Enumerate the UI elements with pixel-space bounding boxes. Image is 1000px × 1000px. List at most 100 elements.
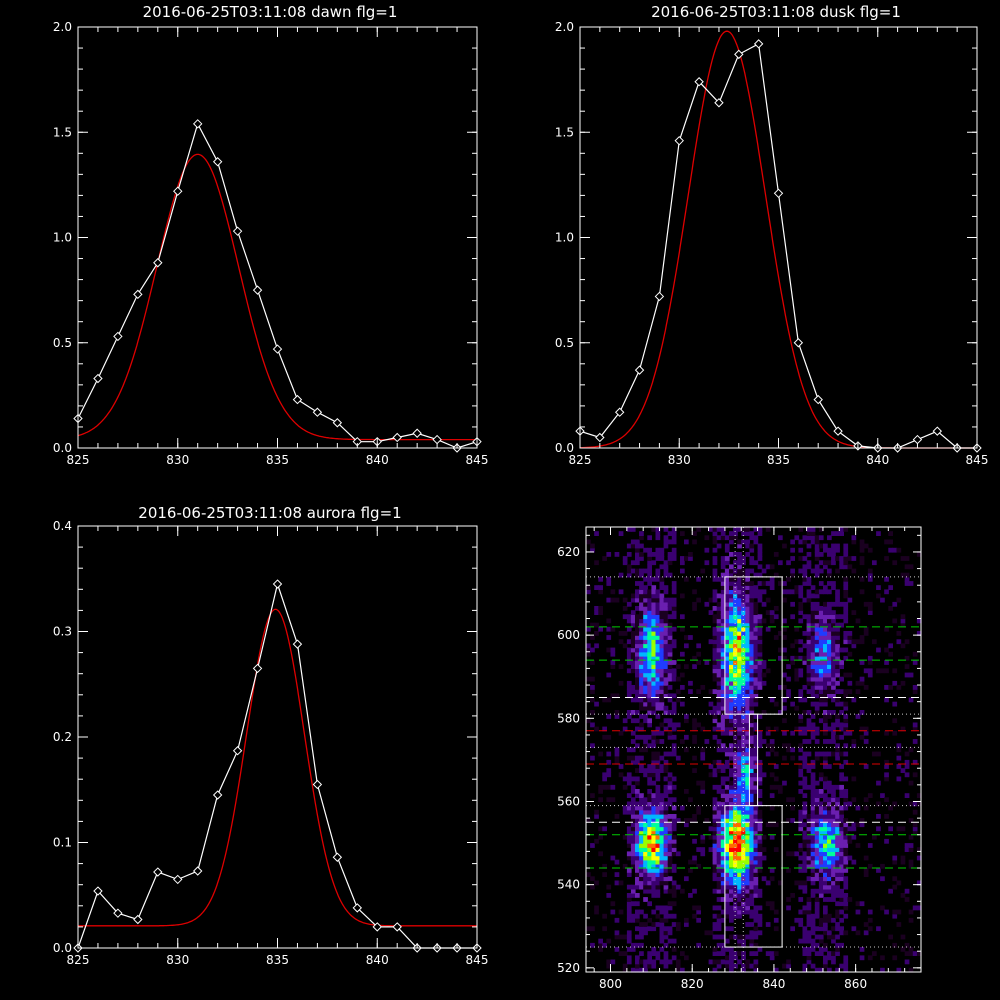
heatmap-cell (749, 705, 755, 711)
heatmap-cell (835, 664, 840, 669)
heatmap-cell (720, 647, 726, 653)
heatmap-cell (720, 556, 726, 561)
heatmap-cell (659, 793, 665, 798)
heatmap-cell (737, 780, 742, 786)
heatmap-cell (733, 880, 738, 886)
heatmap-cell (720, 851, 726, 857)
heatmap-cell (745, 759, 750, 765)
heatmap-cell (737, 676, 742, 682)
heatmap-cell (741, 951, 746, 956)
heatmap-cell (835, 622, 840, 628)
heatmap-cell (769, 955, 775, 961)
heatmap-cell (835, 714, 840, 719)
heatmap-cell (630, 776, 636, 782)
heatmap-cell (737, 618, 742, 624)
heatmap-cell (810, 668, 816, 674)
heatmap-cell (810, 772, 816, 778)
heatmap-cell (753, 722, 759, 728)
heatmap-cell (802, 930, 808, 936)
heatmap-cell (716, 647, 722, 653)
heatmap-cell (753, 751, 759, 757)
heatmap-cell (843, 913, 849, 919)
heatmap-cell (839, 834, 844, 840)
heatmap-cell (651, 893, 657, 898)
heatmap-cell (843, 868, 849, 873)
heatmap-cell (602, 942, 607, 948)
heatmap-cell (786, 560, 791, 566)
heatmap-cell (749, 593, 755, 599)
heatmap-cell (843, 556, 849, 561)
heatmap-cell (696, 805, 701, 811)
heatmap-cell (651, 643, 657, 649)
aurora-panel-title: 2016-06-25T03:11:08 aurora flg=1 (138, 504, 401, 522)
heatmap-cell (810, 660, 816, 665)
heatmap-cell (810, 926, 816, 932)
heatmap-cell (790, 539, 795, 545)
heatmap-cell (802, 759, 808, 765)
heatmap-cell (839, 647, 844, 653)
heatmap-cell (630, 747, 636, 753)
heatmap-cell (643, 818, 648, 823)
heatmap-cell (745, 685, 750, 690)
heatmap-cell (843, 955, 849, 961)
heatmap-cell (831, 680, 836, 686)
heatmap-cell (823, 888, 828, 894)
heatmap-cell (630, 888, 636, 894)
heatmap-cell (659, 660, 665, 665)
heatmap-cell (655, 822, 661, 828)
heatmap-cell (647, 635, 652, 640)
heatmap-cell (827, 726, 832, 732)
heatmap-cell (733, 647, 738, 653)
heatmap-cell (635, 647, 640, 653)
heatmap-cell (733, 618, 738, 624)
heatmap-cell (733, 847, 738, 852)
heatmap-cell (729, 905, 734, 911)
heatmap-cell (818, 660, 824, 665)
heatmap-cell (602, 826, 607, 832)
heatmap-cell (590, 755, 595, 761)
heatmap-cell (729, 710, 734, 715)
heatmap-cell (908, 947, 914, 952)
heatmap-cell (635, 547, 640, 553)
heatmap-cell (798, 606, 804, 611)
heatmap-cell (647, 556, 652, 561)
heatmap-cell (827, 572, 832, 578)
heatmap-cell (827, 635, 832, 640)
heatmap-cell (835, 689, 840, 694)
heatmap-cell (622, 863, 628, 869)
heatmap-cell (667, 843, 673, 848)
heatmap-cell (712, 967, 718, 973)
heatmap-cell (892, 876, 898, 882)
heatmap-cell (708, 610, 714, 615)
heatmap-cell (594, 643, 599, 649)
heatmap-cell (716, 926, 722, 932)
heatmap-cell (745, 693, 750, 699)
heatmap-cell (716, 942, 722, 948)
heatmap-cell (671, 693, 677, 699)
heatmap-cell (590, 743, 595, 749)
heatmap-cell (810, 655, 816, 661)
heatmap-cell (843, 527, 849, 532)
heatmap-cell (831, 651, 836, 657)
heatmap-cell (831, 618, 836, 624)
heatmap-cell (753, 826, 759, 832)
heatmap-cell (684, 664, 689, 669)
heatmap-cell (630, 568, 636, 574)
heatmap-cell (720, 789, 726, 794)
heatmap-cell (806, 680, 812, 686)
heatmap-cell (635, 789, 640, 794)
heatmap-cell (720, 934, 726, 940)
heatmap-cell (790, 547, 795, 553)
heatmap-cell (594, 880, 599, 886)
heatmap-cell (647, 734, 652, 740)
heatmap-cell (843, 855, 849, 861)
heatmap-cell (639, 693, 644, 699)
heatmap-cell (671, 938, 677, 944)
heatmap-cell (647, 593, 652, 599)
heatmap-cell (647, 689, 652, 694)
heatmap-cell (843, 618, 849, 624)
heatmap-cell (749, 589, 755, 595)
data-point (833, 426, 843, 436)
heatmap-cell (663, 942, 669, 948)
heatmap-cell (639, 909, 644, 915)
